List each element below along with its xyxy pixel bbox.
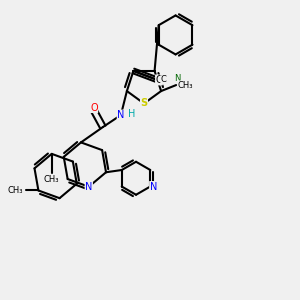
Text: C: C — [155, 75, 162, 85]
Text: H: H — [128, 109, 135, 118]
Text: CH₃: CH₃ — [8, 186, 23, 195]
Text: N: N — [117, 110, 124, 120]
Text: S: S — [140, 98, 148, 109]
Text: O: O — [90, 103, 98, 112]
Text: C: C — [160, 75, 166, 84]
Text: CH₃: CH₃ — [178, 81, 193, 90]
Text: CH₃: CH₃ — [44, 175, 59, 184]
Text: N: N — [85, 182, 92, 192]
Text: N: N — [150, 182, 157, 191]
Text: N: N — [174, 74, 180, 83]
